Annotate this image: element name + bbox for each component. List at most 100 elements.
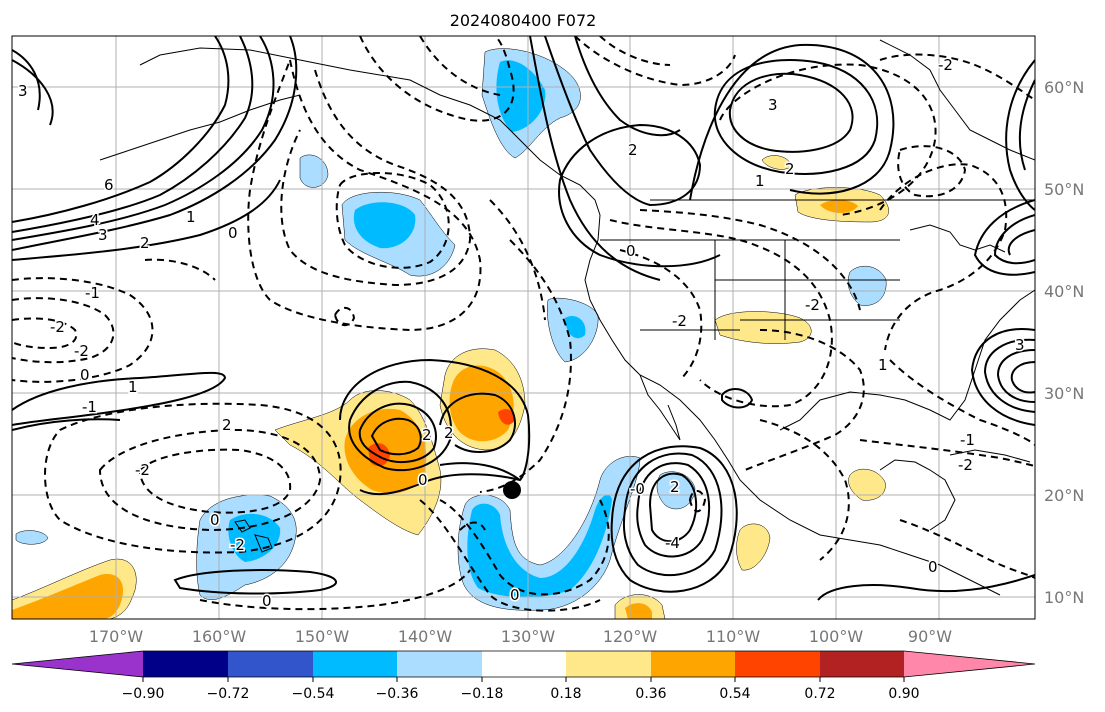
- map-panel: 6 4 3 2 1 0 -1 -2 -2 0 1 -1 2 -2 0 0 2 2…: [12, 36, 1035, 619]
- shade-blue: [353, 202, 416, 249]
- colorbar-segment: [820, 651, 904, 677]
- shade-yellow: [848, 468, 886, 501]
- colorbar-tick-label: 0.90: [888, 686, 919, 702]
- contour-solid: [358, 402, 437, 464]
- contour-dashed: [12, 297, 115, 364]
- contour-solid: [648, 472, 698, 543]
- colorbar-tick-label: 0.18: [550, 686, 581, 702]
- coast-great-lakes: [909, 224, 1006, 253]
- contour-solid: [544, 36, 721, 268]
- colorbar-tick-label: 0.36: [635, 686, 666, 702]
- contour-solid: [370, 417, 422, 456]
- shade-orange: [820, 199, 858, 213]
- colorbar-segment: [12, 651, 143, 677]
- contour-label: -2: [958, 456, 973, 474]
- contour-solid: [12, 36, 298, 251]
- contour-label: 3: [1015, 336, 1025, 354]
- colorbar-tick-label: 0.54: [719, 686, 750, 702]
- lon-label: 120°W: [603, 627, 658, 646]
- latitude-labels: 60°N 50°N 40°N 30°N 20°N 10°N: [1044, 78, 1084, 607]
- contour-label: 2: [628, 141, 638, 159]
- contour-solid: [1007, 229, 1035, 256]
- contour-labels: 6 4 3 2 1 0 -1 -2 -2 0 1 -1 2 -2 0 0 2 2…: [17, 55, 1027, 612]
- coast-gulf-of-mexico: [779, 289, 1035, 431]
- colorbar-ticks: [142, 677, 905, 682]
- contour-label: 0: [80, 366, 90, 384]
- contour-solid: [574, 36, 681, 137]
- contour-label: 2: [140, 234, 150, 252]
- lon-label: 140°W: [398, 627, 453, 646]
- contour-label: 1: [878, 356, 888, 374]
- contour-solid: [996, 349, 1035, 403]
- contour-dashed: [609, 219, 833, 408]
- coast-cuba: [949, 449, 1031, 463]
- contour-label: -1: [85, 284, 100, 302]
- shade-red: [498, 409, 516, 425]
- shade-blue: [565, 315, 586, 339]
- contour-solid: [622, 452, 723, 577]
- shade-blue: [467, 494, 612, 598]
- colorbar-segment: [651, 651, 735, 677]
- lat-label: 60°N: [1044, 78, 1084, 97]
- lon-label: 110°W: [706, 627, 761, 646]
- contour-dashed: [879, 53, 1035, 101]
- contour-label: -0: [630, 480, 645, 498]
- contour-solid: [728, 72, 854, 153]
- lat-label: 10°N: [1044, 588, 1084, 607]
- contour-dashed: [574, 36, 736, 87]
- storm-center-marker: [503, 481, 521, 499]
- contour-label: 0: [210, 511, 220, 529]
- contour-label: 2: [444, 424, 454, 442]
- colorbar-tick-label: 0.72: [804, 686, 835, 702]
- contour-label: 0: [928, 558, 938, 576]
- lon-label: 170°W: [89, 627, 144, 646]
- contour-solid: [713, 59, 879, 175]
- lon-label: 150°W: [295, 627, 350, 646]
- contour-dashed: [44, 402, 342, 554]
- shade-light-blue: [15, 530, 49, 545]
- lat-label: 50°N: [1044, 180, 1084, 199]
- contour-solid: [12, 36, 275, 241]
- contour-label: 3: [768, 96, 778, 114]
- contour-label: 0: [418, 471, 428, 489]
- graticule: [12, 36, 1035, 619]
- contour-label: 0: [228, 224, 238, 242]
- shade-light-blue: [847, 265, 887, 306]
- contour-solid: [439, 392, 516, 453]
- contour-solid: [1010, 361, 1035, 394]
- state-borders: [600, 199, 1035, 340]
- lon-label: 160°W: [192, 627, 247, 646]
- contour-dashed: [619, 249, 703, 381]
- contour-solid: [12, 36, 230, 223]
- colorbar-tick-label: −0.72: [207, 686, 250, 702]
- shade-orange: [625, 603, 652, 619]
- contour-label: 1: [128, 378, 138, 396]
- contour-solid: [973, 199, 1035, 276]
- contour-dashed: [889, 359, 1035, 446]
- contour-solid: [1018, 79, 1035, 171]
- shade-light-blue: [299, 154, 329, 188]
- contour-label: 6: [104, 176, 114, 194]
- contour-label: -2: [230, 536, 245, 554]
- contour-solid: [12, 36, 254, 233]
- shading-layer: [12, 48, 889, 619]
- contour-solid: [636, 462, 711, 558]
- colorbar-segment: [735, 651, 820, 677]
- coast-baja: [639, 374, 681, 441]
- contour-label: 2: [222, 416, 232, 434]
- contour-dashed: [359, 36, 515, 122]
- contour-dashed: [744, 329, 865, 471]
- colorbar-segment: [313, 651, 397, 677]
- contour-solid: [12, 49, 41, 111]
- contour-solid: [12, 179, 281, 261]
- shade-light-blue: [656, 471, 696, 510]
- colorbar-segment: [904, 651, 1035, 677]
- contour-dashed: [12, 317, 78, 350]
- contour-dashed: [333, 306, 356, 327]
- contour-dashed: [719, 63, 937, 216]
- colorbar: −0.90 −0.72 −0.54 −0.36 −0.18 0.18 0.36 …: [11, 650, 1036, 702]
- contour-solid: [529, 36, 661, 281]
- map-title: 2024080400 F072: [450, 11, 597, 30]
- contour-label: -2: [938, 56, 953, 74]
- lon-label: 90°W: [908, 627, 952, 646]
